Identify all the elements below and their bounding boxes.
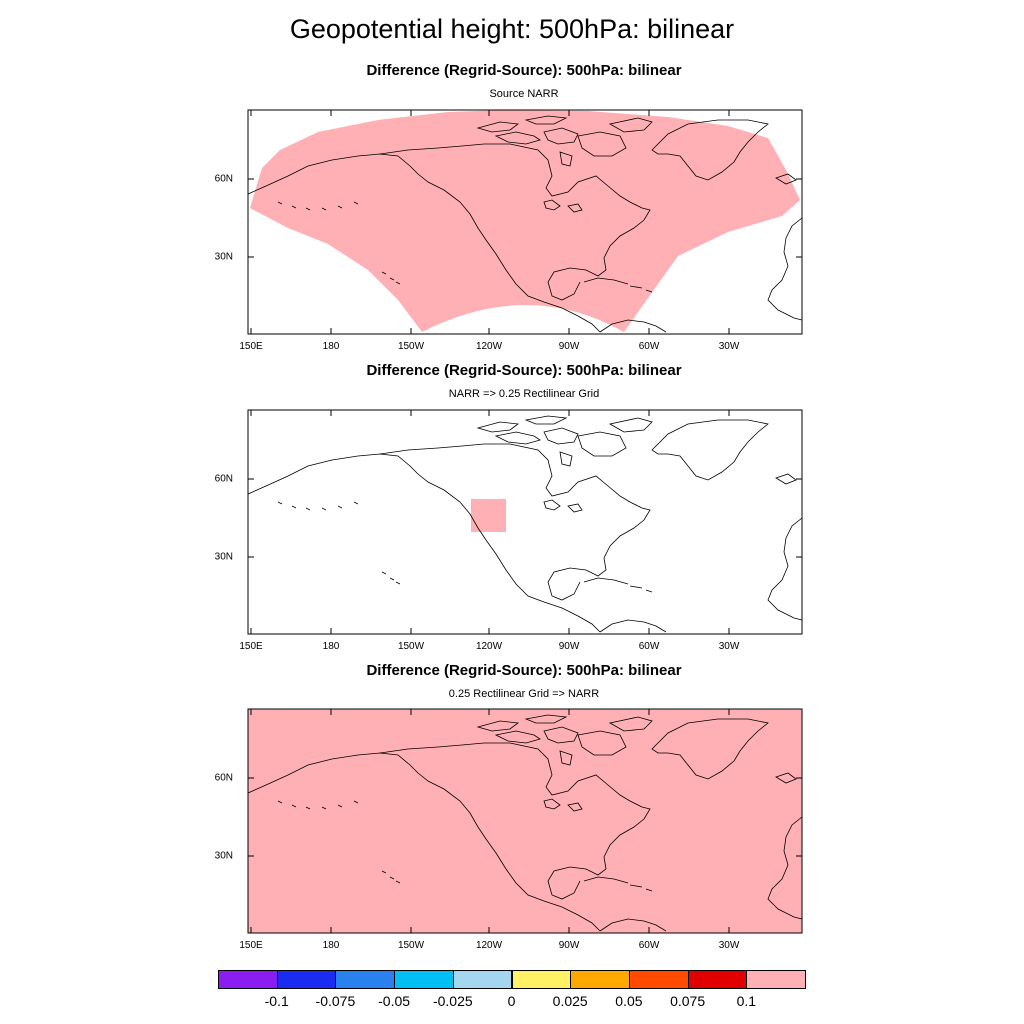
- colorbar-label: -0.05: [378, 993, 411, 1009]
- colorbar-swatch: [687, 970, 748, 989]
- colorbar-label: -0.1: [264, 993, 289, 1009]
- coastline: [381, 271, 401, 285]
- colorbar-swatch: [276, 970, 337, 989]
- coastline: [379, 443, 651, 601]
- x-tick-label: 150E: [239, 641, 263, 652]
- coastline: [599, 918, 667, 932]
- coastline: [379, 742, 651, 900]
- coastline: [583, 577, 653, 593]
- coastline: [277, 800, 359, 810]
- x-tick-label: 30W: [718, 940, 740, 951]
- colorbar-label: 0.1: [736, 993, 757, 1009]
- coastline: [381, 870, 401, 884]
- colorbar-label: -0.025: [432, 993, 473, 1009]
- x-tick-label: 60W: [638, 641, 660, 652]
- x-tick-label: 180: [322, 641, 340, 652]
- colorbar-swatch: [452, 970, 513, 989]
- x-tick-label: 150W: [397, 641, 425, 652]
- colorbar-label: 0: [507, 993, 516, 1009]
- coastline: [381, 571, 401, 585]
- coastline: [476, 415, 653, 467]
- map-panel-3: 150E 180 150W 120W 90W 60W 30W 60N 30N: [215, 708, 803, 951]
- colorbar-label: 0.075: [670, 993, 706, 1009]
- y-tick-label: 60N: [214, 772, 233, 784]
- coastline: [767, 816, 803, 920]
- coastline: [775, 473, 797, 485]
- x-tick-label: 150W: [397, 341, 425, 352]
- panel-3-subtitle: 0.25 Rectilinear Grid => NARR: [448, 688, 600, 700]
- colorbar-label: 0.05: [615, 993, 643, 1009]
- coastline: [651, 419, 769, 481]
- map-panel-2: 150E 180 150W 120W 90W 60W 30W 60N 30N: [215, 409, 803, 652]
- y-tick-label: 30N: [214, 850, 233, 862]
- figure-title: Geopotential height: 500hPa: bilinear: [289, 14, 735, 44]
- x-tick-label: 180: [322, 940, 340, 951]
- y-tick-label: 30N: [214, 551, 233, 563]
- x-tick-label: 30W: [718, 641, 740, 652]
- panel-2-title: Difference (Regrid-Source): 500hPa: bili…: [366, 362, 682, 379]
- colorbar-swatch: [335, 970, 396, 989]
- x-tick-label: 90W: [558, 341, 580, 352]
- coastline: [277, 501, 359, 511]
- coastline: [599, 319, 667, 333]
- colorbar-label: -0.075: [315, 993, 356, 1009]
- colorbar-swatch: [570, 970, 630, 989]
- coastline: [651, 119, 769, 181]
- colorbar-swatch: [511, 970, 572, 989]
- map-panel-1: 150E 180 150W 120W 90W 60W 30W 60N 30N: [215, 109, 803, 352]
- colorbar-swatch: [746, 970, 806, 989]
- y-tick-label: 30N: [214, 251, 233, 263]
- colorbar: [218, 970, 806, 990]
- coastline: [543, 499, 583, 513]
- x-tick-label: 60W: [638, 940, 660, 951]
- map-panel-3-svg: [247, 708, 803, 934]
- coastline: [583, 277, 653, 293]
- x-tick-label: 150E: [239, 940, 263, 951]
- map-frame: [247, 409, 803, 635]
- x-tick-label: 120W: [475, 341, 503, 352]
- x-tick-label: 30W: [718, 341, 740, 352]
- coastline: [775, 173, 797, 185]
- panel-3-title: Difference (Regrid-Source): 500hPa: bili…: [366, 662, 682, 679]
- coastline: [775, 772, 797, 784]
- coastline: [599, 619, 667, 633]
- coastline: [476, 115, 653, 167]
- x-tick-label: 120W: [475, 940, 503, 951]
- x-tick-label: 60W: [638, 341, 660, 352]
- y-tick-label: 60N: [214, 173, 233, 185]
- x-tick-label: 150E: [239, 341, 263, 352]
- x-tick-label: 150W: [397, 940, 425, 951]
- difference-box-fill: [471, 499, 506, 532]
- map-panel-1-svg: [247, 109, 803, 335]
- narr-domain-fill: [250, 110, 800, 332]
- x-tick-label: 180: [322, 341, 340, 352]
- x-tick-label: 120W: [475, 641, 503, 652]
- x-tick-label: 90W: [558, 940, 580, 951]
- coastline: [247, 153, 601, 333]
- map-frame: [247, 708, 803, 934]
- colorbar-label: 0.025: [552, 993, 588, 1009]
- y-tick-label: 60N: [214, 473, 233, 485]
- colorbar-swatch: [394, 970, 454, 989]
- coastline: [767, 217, 803, 321]
- coastline: [767, 517, 803, 621]
- coastline: [247, 752, 601, 932]
- x-tick-label: 90W: [558, 641, 580, 652]
- coastline: [543, 199, 583, 213]
- map-panel-2-svg: [247, 409, 803, 635]
- colorbar-swatch: [218, 970, 278, 989]
- panel-1-title: Difference (Regrid-Source): 500hPa: bili…: [366, 62, 682, 79]
- coastline: [583, 876, 653, 892]
- coastline: [247, 453, 601, 633]
- coastline: [543, 798, 583, 812]
- colorbar-swatch: [628, 970, 689, 989]
- coastline: [476, 714, 653, 766]
- coastline: [651, 718, 769, 780]
- coastline: [379, 143, 651, 301]
- map-frame: [247, 109, 803, 335]
- panel-1-subtitle: Source NARR: [489, 88, 559, 100]
- coastline: [277, 201, 359, 211]
- panel-2-subtitle: NARR => 0.25 Rectilinear Grid: [448, 388, 600, 400]
